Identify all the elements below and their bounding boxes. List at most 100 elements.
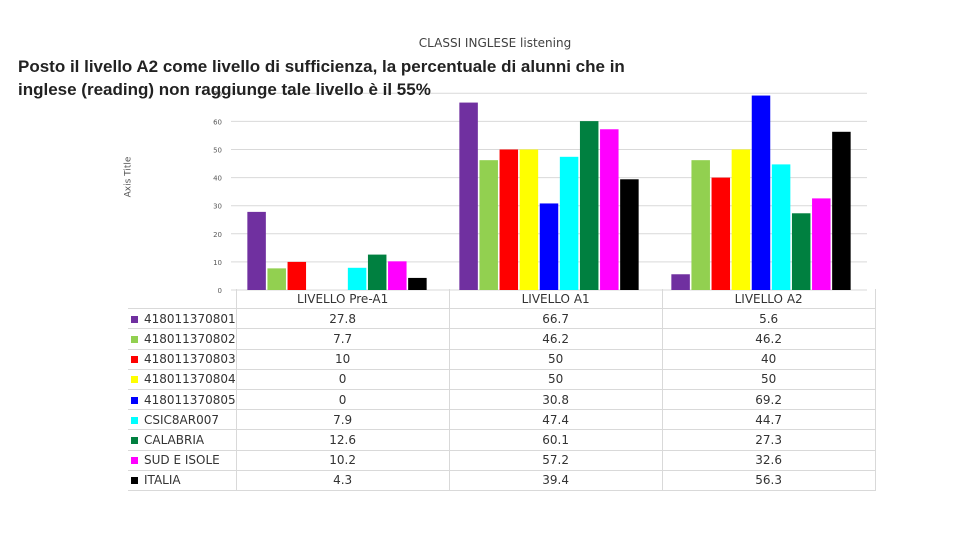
series-name: 418011370802 xyxy=(144,331,236,346)
data-table-row: SUD E ISOLE 10.2 57.2 32.6 xyxy=(128,449,876,471)
series-name: ITALIA xyxy=(144,473,181,488)
bar xyxy=(751,95,771,290)
data-value: 7.7 xyxy=(235,328,450,350)
data-value: 50 xyxy=(448,368,663,390)
chart-title: CLASSI INGLESE listening xyxy=(418,36,572,50)
legend-key xyxy=(131,315,138,323)
series-label: ITALIA xyxy=(128,469,237,491)
bar xyxy=(691,160,710,290)
y-tick-label: 20 xyxy=(213,231,222,239)
bar xyxy=(519,149,539,290)
data-table-row: 418011370801 27.8 66.7 5.6 xyxy=(128,308,876,330)
bar xyxy=(479,160,498,290)
series-label: 418011370804 xyxy=(128,368,237,390)
bar xyxy=(367,254,387,290)
bar xyxy=(812,198,831,290)
data-table-header-row: LIVELLO Pre-A1 LIVELLO A1 LIVELLO A2 xyxy=(128,289,876,310)
data-table-row: ITALIA 4.3 39.4 56.3 xyxy=(128,469,876,491)
data-value: 47.4 xyxy=(448,409,663,431)
y-tick-label: 40 xyxy=(213,175,222,183)
bar xyxy=(247,211,266,290)
legend-key xyxy=(131,376,138,384)
category-label: LIVELLO A1 xyxy=(448,289,663,310)
bar xyxy=(671,274,690,290)
series-name: 418011370803 xyxy=(144,352,236,367)
overlay-line-1: Posto il livello A2 come livello di suff… xyxy=(18,57,625,76)
data-table: LIVELLO Pre-A1 LIVELLO A1 LIVELLO A2 418… xyxy=(128,289,876,491)
bar xyxy=(267,268,286,290)
bar xyxy=(711,177,731,290)
series-name: SUD E ISOLE xyxy=(144,453,220,468)
series-label: 418011370803 xyxy=(128,348,237,370)
data-value: 5.6 xyxy=(661,308,876,330)
bar xyxy=(731,149,751,290)
bar xyxy=(539,203,559,290)
data-value: 0 xyxy=(235,368,450,390)
data-table-row: 418011370804 0 50 50 xyxy=(128,368,876,390)
data-value: 44.7 xyxy=(661,409,876,431)
y-tick-label: 60 xyxy=(213,118,222,126)
series-label: SUD E ISOLE xyxy=(128,449,237,471)
y-tick-label: 70 xyxy=(213,90,222,98)
data-value: 60.1 xyxy=(448,429,663,451)
bar xyxy=(388,261,407,290)
bar xyxy=(771,164,791,290)
data-value: 66.7 xyxy=(448,308,663,330)
overlay-caption: Posto il livello A2 come livello di suff… xyxy=(18,55,625,101)
bar xyxy=(579,121,599,290)
data-value: 46.2 xyxy=(661,328,876,350)
series-name: 418011370805 xyxy=(144,392,236,407)
bar xyxy=(459,102,478,290)
data-table-row: 418011370802 7.7 46.2 46.2 xyxy=(128,328,876,350)
y-tick-label: 10 xyxy=(213,259,222,267)
data-value: 39.4 xyxy=(448,469,663,491)
data-table-corner xyxy=(128,289,237,309)
legend-key xyxy=(131,416,138,424)
data-table-row: CALABRIA 12.6 60.1 27.3 xyxy=(128,429,876,451)
data-value: 69.2 xyxy=(661,388,876,411)
series-name: 418011370801 xyxy=(144,311,236,326)
legend-key xyxy=(131,436,138,444)
bar xyxy=(620,179,639,290)
legend-key xyxy=(131,335,138,343)
bar xyxy=(347,267,367,290)
series-label: CALABRIA xyxy=(128,429,237,451)
data-value: 10 xyxy=(235,348,450,370)
data-value: 50 xyxy=(661,368,876,390)
series-name: 418011370804 xyxy=(144,372,236,387)
bar xyxy=(791,213,811,290)
data-value: 46.2 xyxy=(448,328,663,350)
legend-key xyxy=(131,457,138,465)
overlay-line-2: inglese (reading) non raggiunge tale liv… xyxy=(18,80,431,99)
y-tick-label: 30 xyxy=(213,203,222,211)
bar xyxy=(600,129,619,290)
legend-key xyxy=(131,477,138,485)
bar xyxy=(499,149,519,290)
data-value: 32.6 xyxy=(661,449,876,471)
series-label: 418011370802 xyxy=(128,328,237,350)
data-value: 57.2 xyxy=(448,449,663,471)
data-value: 27.8 xyxy=(235,308,450,330)
data-value: 27.3 xyxy=(661,429,876,451)
data-value: 10.2 xyxy=(235,449,450,471)
category-label: LIVELLO Pre-A1 xyxy=(235,289,450,310)
data-value: 30.8 xyxy=(448,388,663,411)
series-name: CALABRIA xyxy=(144,432,205,447)
data-table-row: 418011370805 0 30.8 69.2 xyxy=(128,388,876,411)
data-value: 12.6 xyxy=(235,429,450,451)
legend-key xyxy=(131,356,138,364)
data-value: 4.3 xyxy=(235,469,450,491)
category-label: LIVELLO A2 xyxy=(661,289,876,310)
series-label: 418011370801 xyxy=(128,308,237,330)
data-value: 7.9 xyxy=(235,409,450,431)
y-tick-label: 50 xyxy=(213,147,222,155)
legend-key xyxy=(131,396,138,404)
bar xyxy=(559,156,579,290)
data-value: 40 xyxy=(661,348,876,370)
data-table-row: CSIC8AR007 7.9 47.4 44.7 xyxy=(128,409,876,431)
bar xyxy=(832,131,851,290)
series-label: CSIC8AR007 xyxy=(128,409,237,431)
series-label: 418011370805 xyxy=(128,388,237,411)
bar xyxy=(408,277,427,290)
